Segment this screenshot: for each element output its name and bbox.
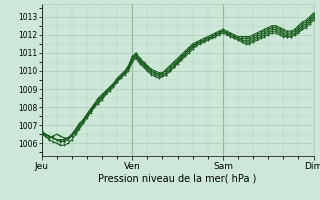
X-axis label: Pression niveau de la mer( hPa ): Pression niveau de la mer( hPa ) [99,173,257,183]
